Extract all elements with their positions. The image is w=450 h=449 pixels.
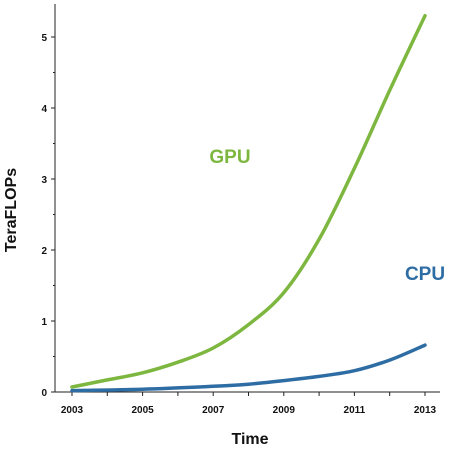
series-line-gpu	[70, 13, 427, 389]
y-tick-label: 1	[41, 317, 47, 328]
y-tick-group: 0 1 2 3 4 5	[41, 33, 55, 399]
y-tick-label: 3	[41, 175, 47, 186]
x-axis-title: Time	[231, 431, 268, 448]
x-tick-group: 2003 2005 2007 2009 2011 2013	[61, 392, 437, 416]
x-tick-label: 2009	[273, 405, 296, 416]
series-label-group: GPU CPU	[209, 147, 445, 285]
y-tick-label: 0	[41, 388, 47, 399]
y-axis-title: TeraFLOPs	[3, 168, 20, 252]
series-group	[70, 13, 427, 393]
plot-area: 0 1 2 3 4 5 2003 2005 2007 2009 2011 2013 GPU CPU	[41, 4, 445, 416]
x-tick-label: 2013	[414, 405, 437, 416]
series-label-gpu: GPU	[209, 147, 250, 168]
series-line-cpu	[70, 343, 427, 393]
x-tick-label: 2011	[344, 405, 366, 416]
y-tick-label: 5	[41, 33, 47, 44]
series-label-cpu: CPU	[405, 264, 445, 285]
y-tick-label: 4	[41, 104, 47, 115]
y-tick-label: 2	[41, 246, 47, 257]
x-tick-label: 2005	[131, 405, 154, 416]
x-tick-label: 2003	[61, 405, 84, 416]
x-tick-label: 2007	[202, 405, 225, 416]
